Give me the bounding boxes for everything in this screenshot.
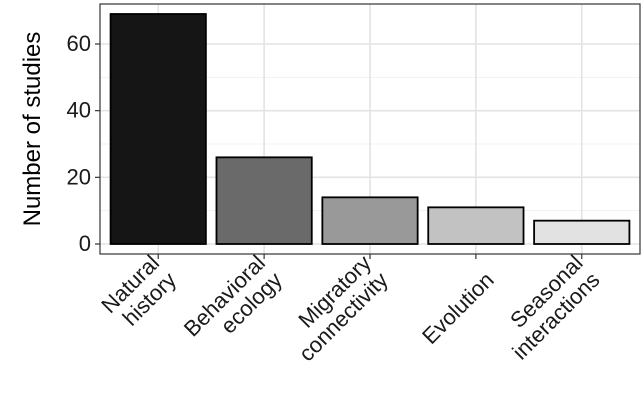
y-axis: 0 20 40 60: [67, 31, 100, 256]
bar: [109, 13, 207, 245]
bar: [215, 156, 313, 245]
bar: [427, 206, 525, 245]
y-tick-label: 40: [67, 98, 91, 123]
y-axis-label: Number of studies: [19, 32, 46, 227]
x-tick-label: Seasonalinteractions: [490, 250, 604, 364]
x-tick-label: Evolution: [417, 267, 499, 349]
bar: [321, 196, 419, 245]
bar: [533, 219, 631, 245]
y-tick-label: 60: [67, 31, 91, 56]
bars-group: [109, 13, 631, 245]
y-tick-label: 0: [79, 231, 91, 256]
x-tick-label: Migratoryconnectivity: [277, 250, 393, 366]
x-tick-label: Naturalhistory: [96, 250, 181, 335]
x-tick-label: Behavioralecology: [179, 250, 287, 358]
y-tick-label: 20: [67, 164, 91, 189]
